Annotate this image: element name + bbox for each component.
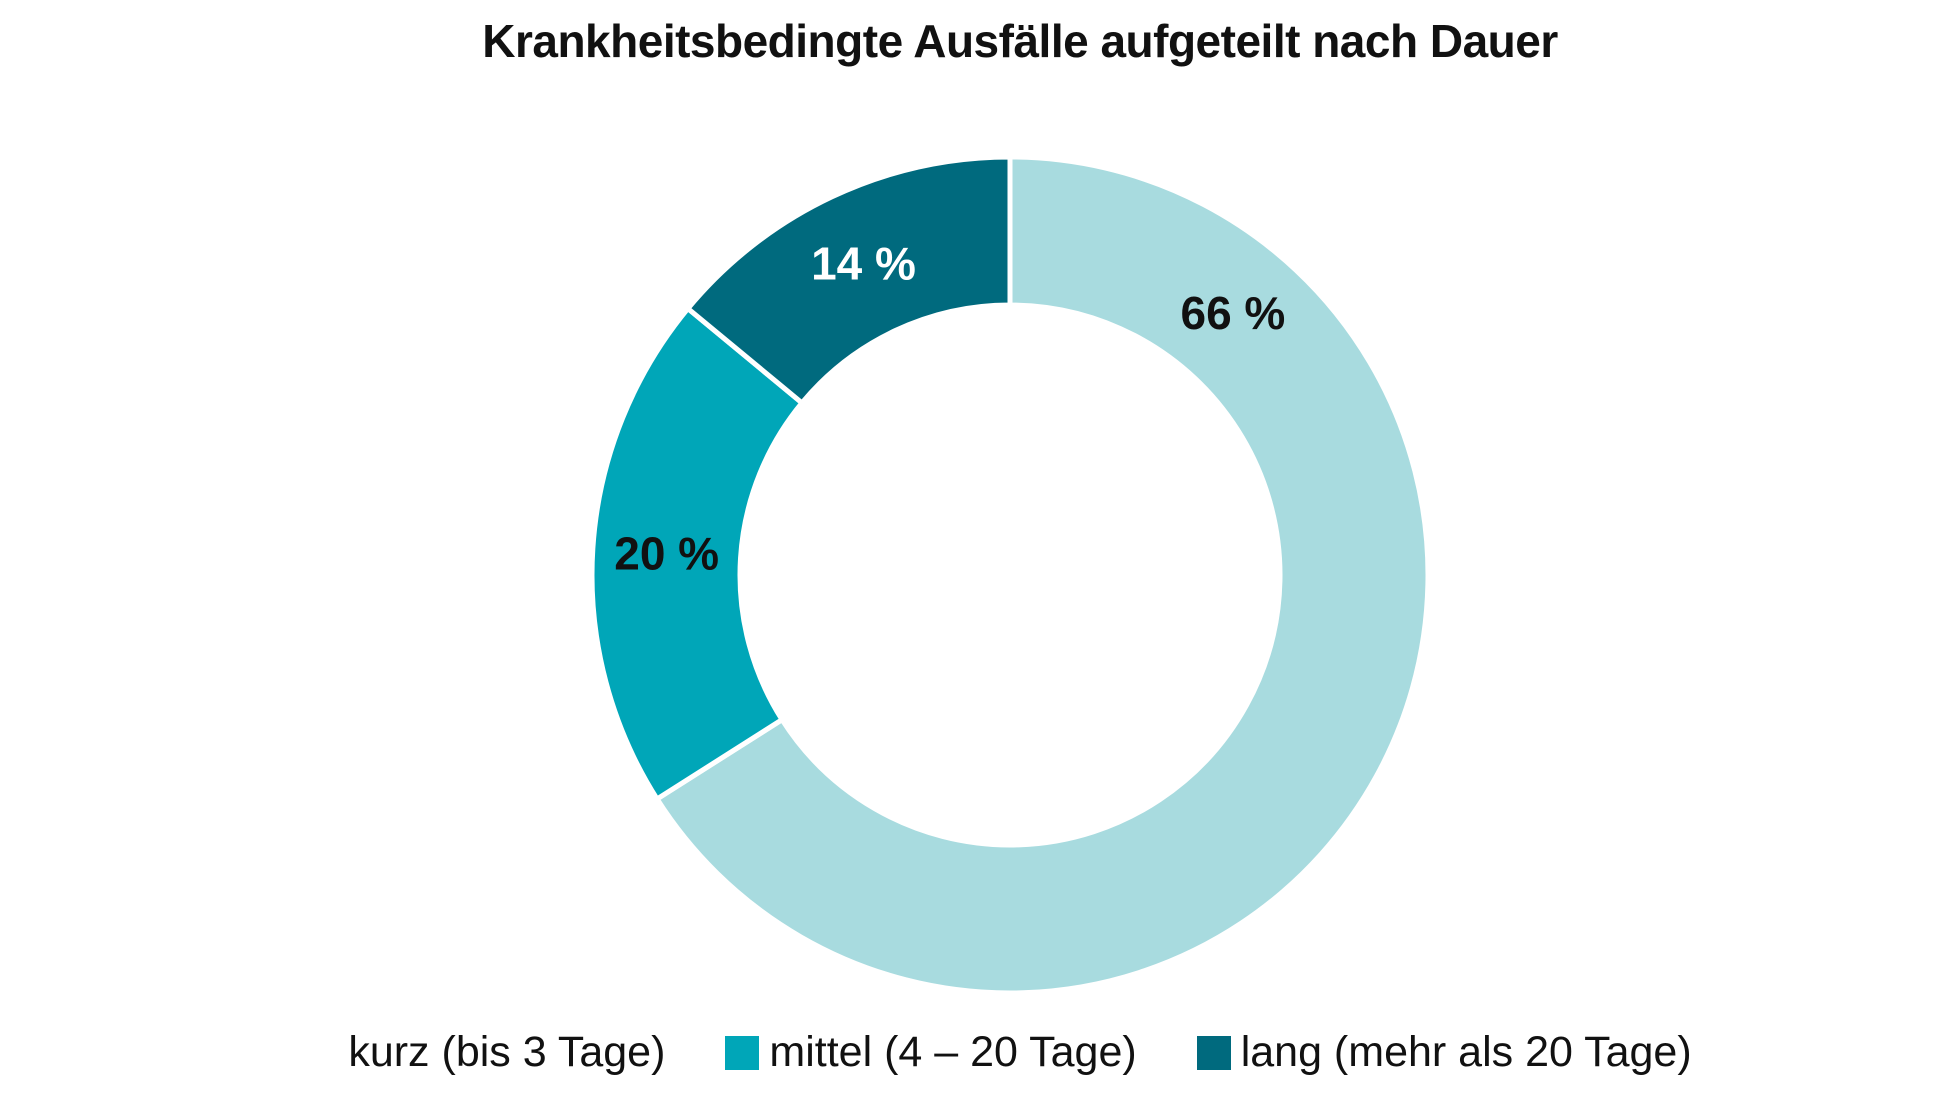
donut-slice-kurz <box>653 154 1431 996</box>
legend-label-lang: lang (mehr als 20 Tage) <box>1240 1028 1692 1076</box>
slice-label-kurz: 66 % <box>1180 287 1285 339</box>
chart-title: Krankheitsbedingte Ausfälle aufgeteilt n… <box>482 15 1558 67</box>
legend-label-mittel: mittel (4 – 20 Tage) <box>769 1028 1137 1076</box>
legend-label-kurz: kurz (bis 3 Tage) <box>348 1028 666 1076</box>
slice-label-mittel: 20 % <box>614 527 719 579</box>
legend: kurz (bis 3 Tage) mittel (4 – 20 Tage) l… <box>0 1028 1948 1077</box>
legend-item-kurz: kurz (bis 3 Tage) <box>348 1028 665 1077</box>
slice-label-lang: 14 % <box>811 238 916 290</box>
donut-slice-mittel <box>589 305 806 803</box>
legend-item-lang: lang (mehr als 20 Tage) <box>1196 1028 1692 1077</box>
donut-slice-lang <box>684 154 1013 407</box>
legend-swatch-lang <box>1196 1035 1231 1070</box>
legend-swatch-mittel <box>725 1035 760 1070</box>
legend-item-mittel: mittel (4 – 20 Tage) <box>725 1028 1137 1077</box>
